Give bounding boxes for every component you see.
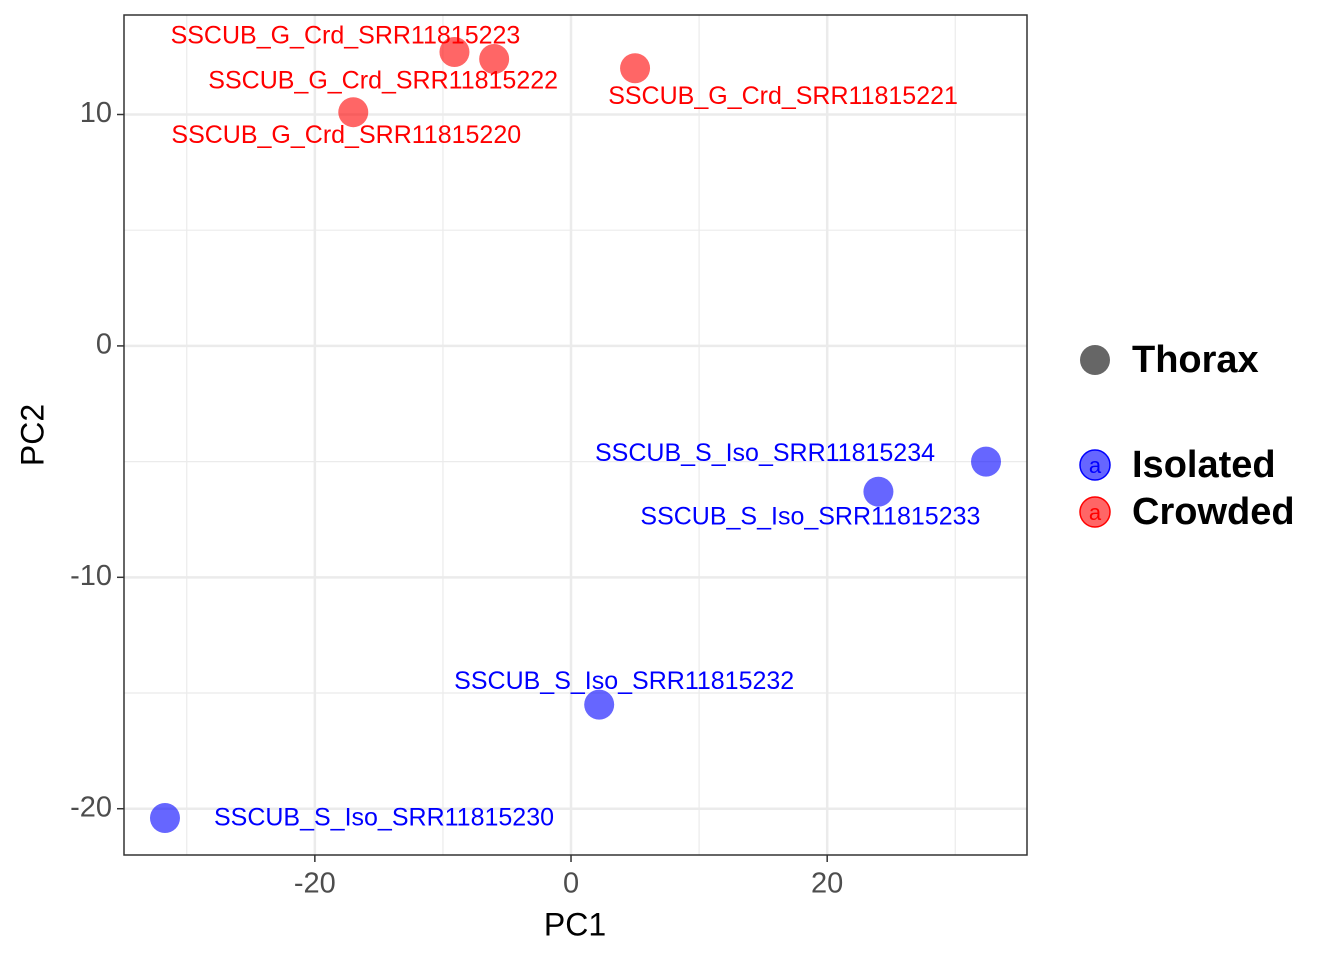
point (863, 476, 894, 507)
point (439, 37, 470, 68)
point (620, 53, 651, 84)
x-tick-label: 20 (811, 868, 843, 900)
point-label: SSCUB_G_Crd_SRR11815221 (608, 82, 958, 110)
x-axis-title: PC1 (544, 906, 606, 942)
x-tick-label: 0 (563, 868, 579, 900)
y-tick-label: -10 (70, 560, 112, 592)
point-label: SSCUB_G_Crd_SRR11815223 (171, 22, 521, 50)
y-tick-label: 10 (80, 97, 112, 129)
point-label: SSCUB_S_Iso_SRR11815233 (640, 502, 980, 530)
point (971, 446, 1002, 477)
y-axis-title: PC2 (14, 404, 50, 466)
point-label: SSCUB_S_Iso_SRR11815234 (595, 439, 935, 467)
legend-key (1079, 496, 1111, 528)
legend-shape-label: Thorax (1132, 339, 1259, 381)
legend-shape-key (1080, 345, 1110, 375)
y-tick-label: 0 (96, 329, 112, 361)
point-label: SSCUB_S_Iso_SRR11815230 (214, 804, 554, 832)
x-tick-label: -20 (294, 868, 336, 900)
legend-label: Isolated (1132, 444, 1276, 486)
point-label: SSCUB_G_Crd_SRR11815220 (171, 121, 521, 149)
point-label: SSCUB_S_Iso_SRR11815232 (454, 667, 794, 695)
point (338, 97, 369, 128)
legend-label: Crowded (1132, 491, 1295, 533)
y-tick-label: -20 (70, 791, 112, 823)
point (149, 802, 180, 833)
point-label: SSCUB_G_Crd_SRR11815222 (208, 67, 558, 95)
plot-border (123, 14, 1028, 856)
point (479, 43, 510, 74)
legend-key-glyph: a (1089, 500, 1102, 525)
legend-key-glyph: a (1089, 453, 1102, 478)
legend-key (1079, 449, 1111, 481)
point (584, 689, 615, 720)
